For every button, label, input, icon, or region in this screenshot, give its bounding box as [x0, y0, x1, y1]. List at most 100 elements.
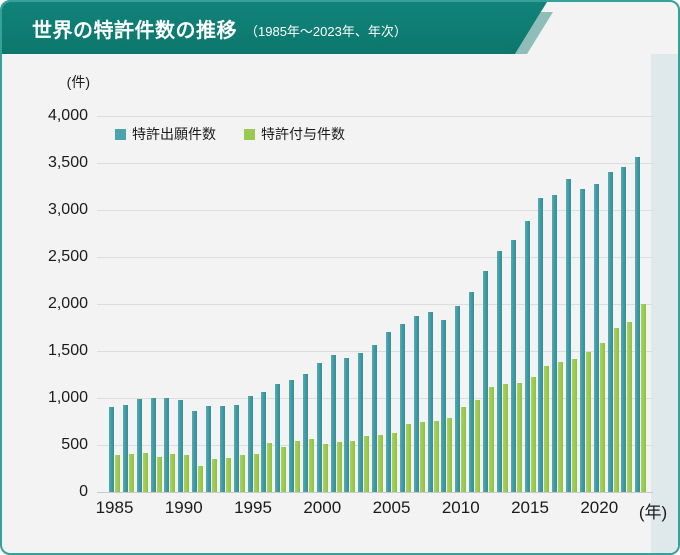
bar-applications-2016	[538, 198, 544, 492]
bar-grants-1986	[128, 454, 134, 492]
side-background	[651, 54, 678, 553]
gridline	[97, 116, 653, 117]
page-subtitle: （1985年〜2023年、年次）	[245, 23, 407, 39]
bar-applications-2020	[593, 184, 599, 492]
bar-grants-2021	[613, 328, 619, 492]
bar-applications-1992	[205, 405, 211, 492]
bar-grants-2011	[475, 400, 481, 492]
bar-applications-2012	[482, 271, 488, 492]
bar-applications-2003	[358, 353, 364, 492]
bar-grants-1998	[295, 440, 301, 492]
legend-label-applications: 特許出願件数	[132, 126, 216, 142]
bar-grants-1985	[115, 455, 120, 492]
legend-item-applications: 特許出願件数	[115, 124, 216, 144]
y-tick-label: 3,500	[47, 154, 88, 171]
bar-grants-1995	[253, 453, 259, 492]
bar-applications-2011	[469, 291, 475, 492]
bar-grants-2018	[572, 359, 578, 492]
bar-applications-2008	[427, 311, 433, 492]
bar-grants-2008	[433, 420, 439, 492]
bar-applications-2000	[316, 363, 322, 492]
bar-grants-1990	[184, 455, 190, 492]
x-tick-label: 2000	[303, 498, 342, 517]
bar-grants-2007	[419, 421, 425, 492]
x-tick-label: 1985	[95, 498, 134, 517]
bar-grants-2017	[558, 361, 564, 492]
bar-grants-2012	[488, 386, 494, 492]
bar-grants-1992	[211, 459, 217, 492]
x-tick-label: 1990	[164, 498, 203, 517]
bar-applications-2001	[330, 355, 336, 492]
y-tick-label: 2,000	[47, 295, 88, 312]
bar-applications-1988	[150, 398, 156, 492]
bar-applications-2014	[510, 240, 516, 492]
bar-applications-1994	[233, 405, 239, 492]
x-tick-label: 2010	[441, 498, 480, 517]
bar-grants-2022	[627, 321, 633, 492]
bar-grants-1993	[225, 457, 231, 492]
x-axis: 1985 1990 1995 2000 2005 2010 2015 2020 (年)	[95, 498, 678, 522]
bar-applications-1998	[289, 379, 295, 492]
bar-grants-2000	[322, 444, 328, 492]
bar-applications-2019	[579, 188, 585, 492]
bar-grants-2004	[378, 435, 384, 492]
bar-grants-1988	[156, 456, 162, 492]
bar-grants-2002	[350, 440, 356, 492]
bar-applications-2004	[372, 344, 378, 492]
legend-item-grants: 特許付与件数	[244, 124, 345, 144]
y-tick-label: 0	[79, 483, 88, 500]
gridline	[97, 304, 653, 305]
gridline	[97, 210, 653, 211]
y-axis: 4,000 3,500 3,000 2,500 2,000 1,500 1,000 500 0	[2, 107, 88, 500]
gridline	[97, 163, 653, 164]
grants-swatch-icon	[244, 128, 255, 140]
y-tick-label: 3,000	[47, 201, 88, 218]
legend-label-grants: 特許付与件数	[261, 126, 345, 142]
bar-applications-1995	[247, 396, 253, 492]
bar-applications-2010	[455, 306, 461, 492]
bar-applications-1993	[219, 405, 225, 492]
bar-applications-1987	[136, 399, 142, 492]
y-tick-label: 4,000	[47, 107, 88, 124]
bar-grants-1991	[198, 465, 204, 492]
bar-applications-1989	[164, 397, 170, 492]
bar-applications-1990	[178, 399, 184, 492]
y-tick-label: 1,000	[47, 389, 88, 406]
bar-grants-2003	[364, 436, 370, 492]
page-title: 世界の特許件数の推移	[32, 19, 237, 42]
bar-applications-2017	[552, 194, 558, 492]
bar-grants-2013	[502, 383, 508, 492]
bar-grants-2009	[447, 417, 453, 492]
title-banner: 世界の特許件数の推移 （1985年〜2023年、年次）	[2, 2, 547, 54]
bar-grants-2010	[461, 407, 467, 492]
y-axis-unit-label: (件)	[66, 74, 90, 90]
bar-grants-2020	[599, 343, 605, 492]
bar-grants-1999	[308, 438, 314, 492]
bar-applications-2023	[635, 157, 641, 492]
bar-grants-1987	[142, 453, 148, 492]
x-tick-label: 2020	[580, 498, 619, 517]
bar-applications-2002	[344, 358, 350, 492]
bar-grants-2005	[392, 433, 397, 492]
bar-grants-1997	[281, 446, 287, 492]
x-axis-unit-label: (年)	[638, 503, 668, 522]
bar-applications-2018	[566, 179, 572, 492]
x-tick-label: 2015	[511, 498, 549, 517]
bar-applications-2013	[496, 251, 502, 492]
bar-applications-2022	[621, 166, 627, 492]
bar-grants-2014	[516, 383, 522, 492]
y-tick-label: 500	[61, 436, 88, 453]
bar-applications-1985	[109, 407, 114, 492]
y-tick-label: 2,500	[47, 248, 88, 265]
bar-applications-1996	[261, 391, 267, 492]
x-tick-label: 1995	[234, 498, 272, 517]
bar-grants-1994	[239, 455, 245, 492]
x-tick-label: 2005	[372, 498, 411, 517]
gridline	[97, 257, 653, 258]
bar-applications-2007	[413, 315, 419, 492]
bar-applications-1999	[302, 374, 308, 492]
y-tick-label: 1,500	[47, 342, 88, 359]
plot-area	[97, 116, 653, 493]
bar-applications-2015	[524, 220, 530, 492]
